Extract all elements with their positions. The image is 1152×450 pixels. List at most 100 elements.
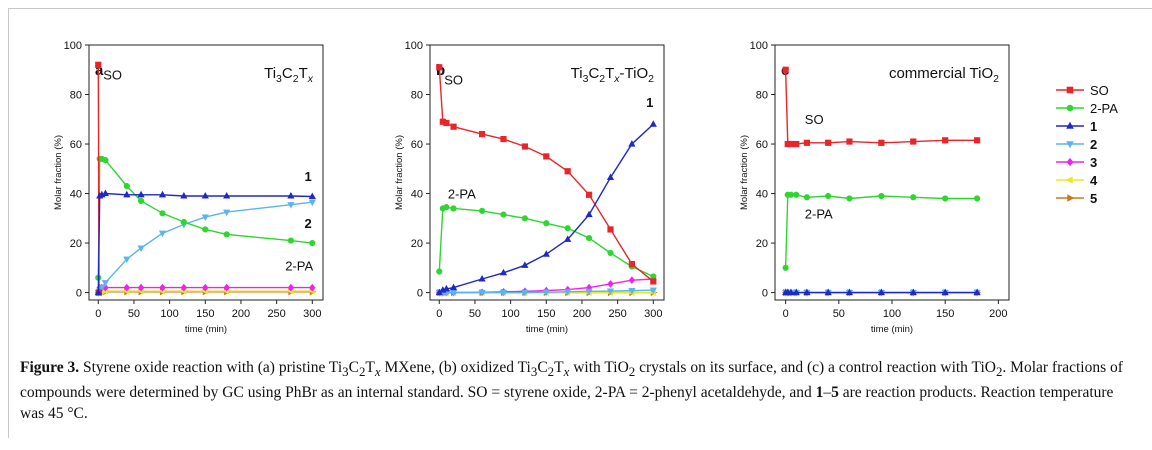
material-text: C	[282, 65, 293, 82]
x-tick-label: 150	[537, 308, 555, 320]
legend-item-1: 1	[1056, 119, 1097, 134]
data-point	[478, 274, 486, 282]
data-point	[909, 288, 917, 296]
series-2	[94, 199, 316, 297]
material-text: C	[588, 65, 599, 82]
data-point	[564, 289, 572, 296]
caption-sub-italic: x	[563, 364, 570, 380]
y-tick-label: 100	[64, 40, 82, 52]
data-point	[223, 192, 231, 199]
legend: SO 2-PA 1 2 3 4 5	[1056, 83, 1118, 206]
caption-text: T	[365, 359, 375, 376]
y-tick-label: 40	[70, 189, 82, 201]
data-point	[542, 250, 550, 257]
data-point	[846, 195, 853, 202]
series-2-PA	[782, 191, 981, 271]
annotation-label: 2-PA	[805, 206, 833, 221]
data-point	[542, 289, 550, 297]
y-tick-label: 80	[70, 90, 82, 102]
data-point	[878, 139, 885, 146]
data-point	[521, 143, 528, 150]
data-point	[499, 268, 508, 276]
data-point	[942, 195, 949, 202]
data-point	[180, 192, 188, 199]
data-point	[878, 192, 885, 200]
data-point	[585, 288, 593, 296]
legend-label: 2	[1090, 137, 1097, 152]
material-subscript: 3	[276, 73, 282, 85]
data-point	[436, 64, 443, 71]
data-point	[309, 239, 316, 247]
x-tick-label: 0	[436, 308, 442, 320]
material-label: Ti3C2Tx	[264, 65, 314, 85]
frame-line-left	[8, 8, 9, 438]
data-point	[846, 138, 853, 145]
data-point	[123, 283, 131, 292]
data-point	[202, 283, 209, 292]
data-point	[607, 280, 614, 288]
caption-text-5: . Molar fractions of compounds were dete…	[20, 359, 1123, 402]
data-point	[94, 288, 102, 296]
material-label: Ti3C2Tx-TiO2	[571, 65, 655, 85]
data-point	[564, 168, 571, 175]
data-point	[942, 137, 949, 144]
series-line-1	[97, 192, 313, 293]
data-point	[436, 268, 443, 275]
series-1	[94, 189, 316, 296]
data-point	[450, 205, 457, 212]
data-point	[180, 218, 187, 226]
annotation-label: SO	[805, 112, 824, 127]
data-point	[102, 157, 109, 164]
legend-item-2: 2	[1056, 137, 1097, 152]
legend-label: SO	[1090, 83, 1109, 98]
legend-label: 4	[1090, 173, 1098, 188]
y-tick-label: 100	[405, 40, 423, 52]
caption-dash: –	[823, 384, 832, 402]
plot-frame	[774, 44, 1010, 301]
y-tick-label: 20	[70, 238, 82, 250]
data-point	[308, 199, 316, 207]
data-point	[787, 140, 795, 148]
y-axis-label: Molar fraction (%)	[53, 135, 64, 210]
data-point	[287, 192, 295, 199]
data-point	[137, 245, 145, 252]
data-point	[564, 225, 571, 232]
caption-bold: 5	[831, 384, 839, 402]
chart-panel-a: 0 20 40 60 80 100 0 50 100 150 200 250 300 time (min)…	[53, 40, 324, 335]
caption-text-6: are reaction products. Reaction temperat…	[20, 384, 1114, 423]
data-point	[98, 285, 106, 292]
data-point	[793, 191, 800, 198]
panel-label: a	[95, 62, 104, 79]
caption-sub: 2	[628, 364, 636, 380]
caption-sub: 2	[547, 364, 555, 380]
data-point	[137, 197, 145, 205]
x-tick-label: 100	[883, 308, 901, 320]
y-tick-label: 60	[411, 139, 423, 151]
material-subscript: 3	[583, 73, 589, 85]
data-point	[201, 192, 209, 199]
data-point	[159, 283, 166, 292]
data-point	[941, 288, 949, 296]
caption-sub: 2	[358, 364, 366, 380]
data-point	[585, 210, 593, 218]
data-point	[803, 194, 811, 201]
material-text: commercial TiO	[889, 65, 993, 82]
caption-sub: 2	[995, 364, 1003, 380]
data-point	[792, 288, 800, 296]
data-point	[449, 290, 458, 297]
caption-sub: 3	[530, 364, 538, 380]
data-point	[543, 153, 550, 160]
chart-panel-b: 0 20 40 60 80 100 0 50 100 150 200 250 300 time (min)…	[394, 40, 665, 335]
data-point	[824, 288, 832, 296]
annotation-label: 2	[304, 216, 311, 231]
data-point	[450, 123, 457, 130]
panel-label: b	[436, 62, 445, 79]
x-tick-label: 0	[95, 308, 101, 320]
material-text: Ti	[571, 65, 583, 82]
legend-label: 3	[1090, 155, 1097, 170]
data-point	[910, 138, 917, 145]
legend-item-SO: SO	[1056, 83, 1109, 98]
material-subscript: 2	[599, 73, 605, 85]
legend-label: 1	[1090, 119, 1097, 134]
y-tick-label: 80	[756, 90, 768, 102]
